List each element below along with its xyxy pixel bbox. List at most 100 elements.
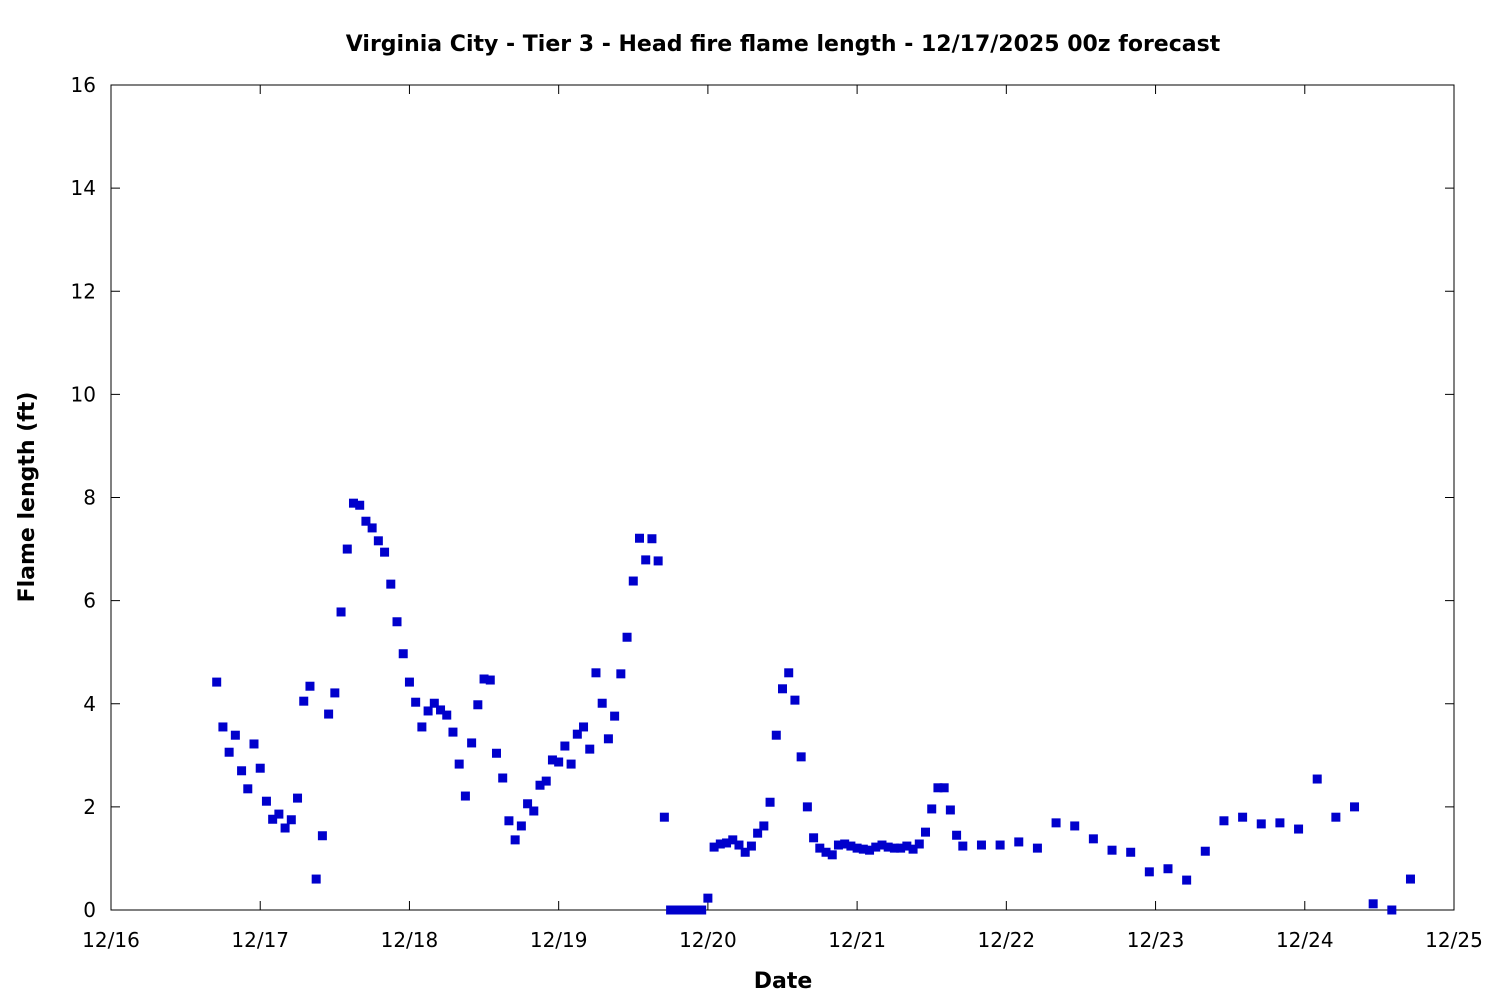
data-point bbox=[603, 734, 613, 744]
data-point bbox=[902, 841, 912, 851]
data-point bbox=[778, 684, 787, 694]
data-point bbox=[634, 533, 644, 543]
y-tick-label: 0 bbox=[83, 898, 96, 922]
data-point bbox=[1144, 867, 1154, 877]
data-point bbox=[653, 556, 663, 566]
data-point bbox=[516, 821, 526, 831]
data-point bbox=[945, 805, 955, 815]
data-point bbox=[1107, 845, 1117, 855]
data-point bbox=[224, 747, 234, 757]
chart-title: Virginia City - Tier 3 - Head fire flame… bbox=[346, 32, 1221, 57]
data-point bbox=[218, 722, 228, 732]
x-tick-label: 12/20 bbox=[679, 928, 737, 952]
data-point bbox=[610, 711, 620, 721]
data-point bbox=[392, 617, 402, 627]
axis-ticks: 0 2 4 6 8 10 12 14 16 12/16 12/17 12/18 12/19 12/20 12… bbox=[71, 73, 1483, 952]
data-point bbox=[510, 835, 520, 845]
data-point bbox=[348, 498, 358, 508]
y-tick-label: 8 bbox=[83, 486, 96, 510]
data-point bbox=[722, 838, 732, 848]
data-point bbox=[311, 874, 321, 884]
data-point bbox=[454, 759, 464, 769]
data-point bbox=[784, 668, 794, 678]
data-point bbox=[684, 905, 694, 915]
data-point bbox=[697, 905, 707, 915]
data-point bbox=[840, 839, 850, 849]
data-point bbox=[889, 843, 899, 853]
data-point bbox=[958, 841, 968, 851]
data-point bbox=[1163, 864, 1173, 874]
data-point bbox=[404, 677, 414, 687]
data-point bbox=[616, 669, 626, 679]
data-point bbox=[796, 752, 806, 762]
data-point bbox=[709, 842, 719, 852]
y-tick-label: 6 bbox=[83, 589, 96, 613]
y-axis-label: Flame length (ft) bbox=[15, 392, 40, 603]
data-point bbox=[883, 842, 893, 852]
data-point bbox=[398, 649, 408, 659]
data-point bbox=[1126, 847, 1136, 857]
data-point bbox=[628, 576, 638, 586]
data-point bbox=[249, 739, 259, 749]
x-tick-label: 12/25 bbox=[1425, 928, 1483, 952]
data-point bbox=[529, 806, 539, 816]
data-point bbox=[815, 843, 825, 853]
data-point bbox=[809, 833, 819, 843]
x-axis-label: Date bbox=[754, 969, 813, 994]
data-point bbox=[535, 780, 545, 790]
data-point bbox=[734, 840, 744, 850]
data-point bbox=[554, 757, 564, 767]
data-point bbox=[1405, 874, 1415, 884]
data-point bbox=[846, 841, 856, 851]
data-point bbox=[498, 773, 508, 783]
data-point bbox=[504, 816, 514, 826]
x-tick-label: 12/24 bbox=[1276, 928, 1334, 952]
data-point bbox=[442, 710, 452, 720]
data-point bbox=[703, 893, 713, 903]
data-point bbox=[790, 695, 800, 705]
data-point bbox=[1275, 818, 1285, 828]
y-tick-label: 14 bbox=[71, 176, 96, 200]
data-point bbox=[914, 839, 924, 849]
data-point bbox=[436, 705, 446, 715]
data-point bbox=[871, 842, 881, 852]
x-tick-label: 12/19 bbox=[530, 928, 588, 952]
data-point bbox=[740, 847, 750, 857]
data-point bbox=[1387, 905, 1397, 915]
data-point bbox=[1088, 834, 1098, 844]
data-point bbox=[547, 755, 557, 765]
data-point bbox=[585, 744, 595, 754]
data-point bbox=[672, 905, 682, 915]
data-point bbox=[380, 547, 390, 557]
data-point bbox=[1368, 899, 1378, 909]
data-point bbox=[995, 840, 1005, 850]
data-point bbox=[1200, 846, 1210, 856]
data-point bbox=[1312, 774, 1322, 784]
data-point bbox=[833, 840, 843, 850]
data-point bbox=[690, 905, 700, 915]
data-point bbox=[715, 839, 725, 849]
data-point bbox=[268, 814, 278, 824]
data-point bbox=[479, 674, 489, 684]
data-point bbox=[877, 840, 887, 850]
data-point bbox=[417, 722, 427, 732]
data-point bbox=[939, 783, 949, 793]
data-point bbox=[473, 700, 483, 710]
data-point bbox=[933, 783, 943, 793]
data-point bbox=[759, 821, 769, 831]
data-point bbox=[1331, 812, 1341, 822]
data-point bbox=[728, 835, 738, 845]
x-tick-label: 12/21 bbox=[828, 928, 886, 952]
data-point bbox=[641, 555, 651, 565]
x-tick-label: 12/23 bbox=[1127, 928, 1185, 952]
y-tick-label: 10 bbox=[71, 382, 96, 406]
data-point bbox=[423, 706, 433, 716]
data-point bbox=[330, 688, 340, 698]
data-point bbox=[591, 668, 601, 678]
data-point bbox=[858, 844, 868, 854]
data-point bbox=[753, 828, 763, 838]
data-point bbox=[927, 804, 937, 814]
data-point bbox=[1182, 875, 1192, 885]
data-point bbox=[261, 796, 271, 806]
data-point bbox=[659, 812, 669, 822]
